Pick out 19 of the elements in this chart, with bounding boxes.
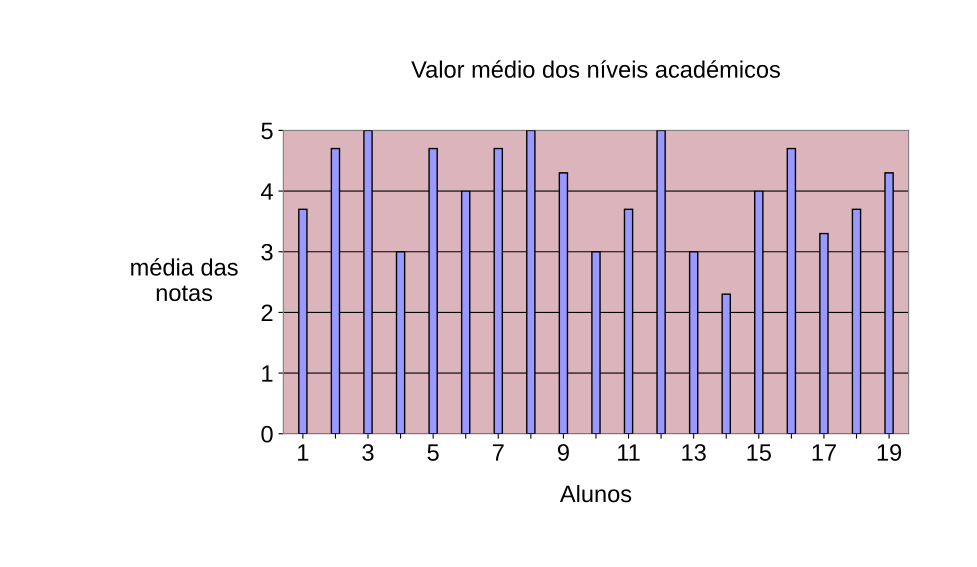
chart-title: Valor médio dos níveis académicos (411, 60, 780, 78)
y-axis-title: média das notas (131, 258, 238, 302)
x-tick-label: 3 (362, 444, 374, 461)
y-tick-label: 2 (262, 304, 272, 321)
y-tick-label: 0 (261, 426, 273, 443)
x-tick-label: 9 (558, 444, 569, 461)
x-tick-label: 5 (428, 444, 439, 461)
y-tick-label: 4 (261, 183, 273, 200)
y-tick-label: 1 (262, 365, 272, 382)
x-tick-label: 19 (878, 444, 902, 461)
y-tick-label: 3 (261, 244, 273, 261)
y-tick-label: 5 (261, 122, 273, 140)
x-tick-label: 7 (492, 444, 504, 461)
x-tick-label: 15 (747, 444, 771, 461)
x-tick-label: 13 (682, 444, 706, 461)
x-tick-label: 11 (618, 444, 640, 461)
x-tick-label: 17 (812, 444, 836, 461)
x-axis-title: Alunos (560, 484, 632, 502)
x-tick-label: 1 (298, 444, 308, 461)
